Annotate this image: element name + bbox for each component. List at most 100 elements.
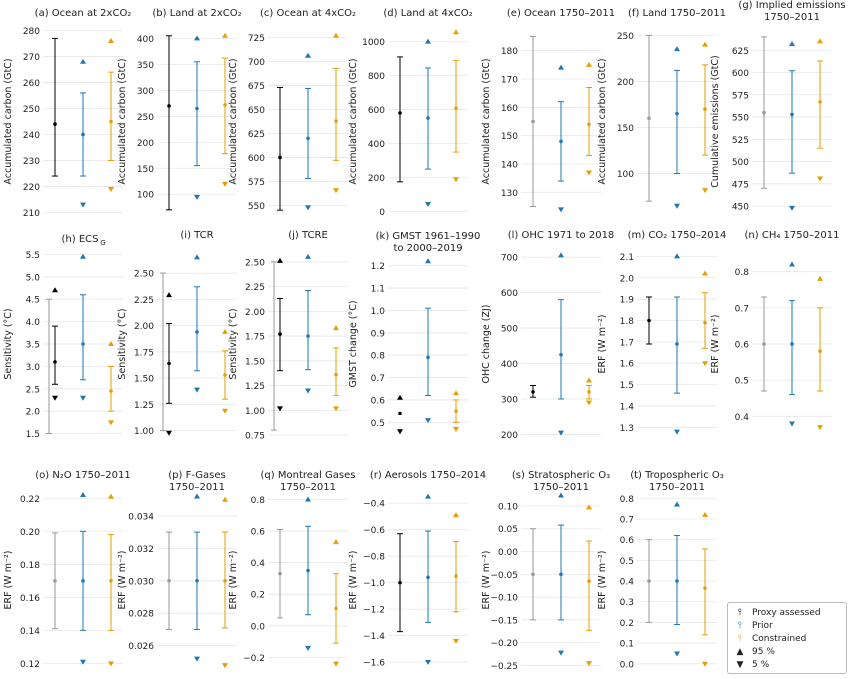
constrained-p95-marker xyxy=(108,37,114,43)
tick-label: 1.25 xyxy=(134,401,154,411)
proxy-assessed-mean-point xyxy=(167,361,171,366)
panel-13: (n) CH₄ 1750–2011 0.4 0.5 0.6 0.7 0.8 ERF (W m… xyxy=(710,230,839,431)
tick-label: 575 xyxy=(732,91,749,101)
tick-label: 1.8 xyxy=(620,317,635,327)
panel-title: (m) CO₂ 1750–2014 xyxy=(628,230,727,241)
tick-label: 550 xyxy=(732,114,749,124)
y-axis-label: Sensitivity (°C) xyxy=(117,308,128,379)
y-axis-label: ERF (W m⁻²) xyxy=(481,551,492,610)
constrained-errorbar-icon: ⫯ xyxy=(738,634,742,644)
constrained-mean-point xyxy=(818,100,822,104)
tick-label: 1.0 xyxy=(371,307,386,317)
tick-label: 200 xyxy=(617,78,634,88)
prior-p95-marker xyxy=(425,258,431,264)
proxy-assessed-p5-marker xyxy=(277,406,283,412)
prior-p5-marker xyxy=(789,421,795,427)
tick-label: 1.5 xyxy=(26,430,40,440)
tick-label: 0.7 xyxy=(620,515,634,525)
prior-p5-marker xyxy=(558,650,564,656)
panel-title: (h) ECS xyxy=(62,234,99,245)
constrained-p5-marker xyxy=(333,188,339,194)
tick-label: 0.030 xyxy=(128,577,154,587)
tick-label: 0.4 xyxy=(620,578,635,588)
prior-p95-marker xyxy=(674,501,680,507)
tick-label: 300 xyxy=(501,395,518,405)
panel-title: (q) Montreal Gases xyxy=(261,470,356,481)
tick-label: 400 xyxy=(501,360,518,370)
y-axis-label: ERF (W m⁻²) xyxy=(348,551,359,610)
tick-label: 0.8 xyxy=(251,496,266,506)
tick-label: −1.2 xyxy=(363,606,385,616)
tick-label: 0.16 xyxy=(20,594,40,604)
constrained-p5-marker xyxy=(586,400,592,406)
tick-label: 0.00 xyxy=(498,548,518,558)
prior-mean-point xyxy=(675,111,679,116)
tick-label: 600 xyxy=(248,154,265,164)
tick-label: 140 xyxy=(501,161,518,171)
panel-title: (o) N₂O 1750–2011 xyxy=(35,470,131,481)
panel-title: (b) Land at 2xCO₂ xyxy=(152,8,241,19)
constrained-mean-point xyxy=(587,390,591,394)
constrained-mean-point xyxy=(703,320,707,325)
panel-title: 1750–2011 xyxy=(649,482,705,493)
y-axis-label: GMST change (°C) xyxy=(348,300,359,387)
tick-label: 0.2 xyxy=(620,619,634,629)
tick-label: 0.75 xyxy=(245,432,265,442)
constrained-p95-marker xyxy=(586,504,592,510)
tick-label: 600 xyxy=(501,289,518,299)
tick-label: 2.0 xyxy=(26,408,41,418)
constrained-p5-marker xyxy=(702,661,708,667)
panel-title: 1750–2011 xyxy=(533,482,589,493)
tick-label: 2.5 xyxy=(26,385,40,395)
prior-mean-point xyxy=(675,342,679,346)
legend: ⫯ Proxy assessed ⫯ Prior ⫯ Constrained ▲ 95 … xyxy=(727,602,847,674)
tick-label: 675 xyxy=(248,82,265,92)
constrained-p5-marker xyxy=(453,177,459,183)
prior-p95-marker xyxy=(558,64,564,70)
constrained-p95-marker xyxy=(453,512,459,518)
tick-label: 280 xyxy=(23,27,40,37)
prior-p5-marker xyxy=(80,202,86,208)
prior-p5-marker xyxy=(194,387,200,393)
tick-label: 2.00 xyxy=(245,308,265,318)
prior-p95-marker xyxy=(305,253,311,259)
tick-label: 3.5 xyxy=(26,341,40,351)
tick-label: 230 xyxy=(23,157,40,167)
prior-mean-point xyxy=(81,132,85,137)
constrained-p5-marker xyxy=(586,661,592,667)
prior-mean-point xyxy=(790,342,794,346)
tick-label: 575 xyxy=(248,178,265,188)
tick-label: 0.7 xyxy=(735,304,749,314)
constrained-mean-point xyxy=(109,389,113,393)
panel-12: (m) CO₂ 1750–2014 1.3 1.4 1.5 1.6 1.7 1.8 1.9 2.… xyxy=(597,230,726,435)
tick-label: 0.05 xyxy=(498,525,518,535)
tick-label: 270 xyxy=(23,53,40,63)
tick-label: −0.20 xyxy=(490,639,518,649)
proxy-assessed-mean-point xyxy=(762,342,766,346)
prior-p5-marker xyxy=(674,203,680,209)
prior-p5-marker xyxy=(80,395,86,401)
tick-label: 100 xyxy=(617,170,634,180)
constrained-p95-marker xyxy=(817,275,823,281)
y-axis-label: Accumulated carbon (GtC) xyxy=(597,58,608,184)
constrained-p95-marker xyxy=(108,341,114,346)
panel-title: 1750–2011 xyxy=(169,482,225,493)
y-axis-label: ERF (W m⁻²) xyxy=(3,551,14,610)
tick-label: 1.50 xyxy=(245,357,265,367)
constrained-p95-marker xyxy=(586,61,592,67)
proxy-assessed-mean-point xyxy=(398,411,402,416)
tick-label: 350 xyxy=(137,61,154,71)
constrained-p5-marker xyxy=(222,663,228,669)
tick-label: 0.3 xyxy=(620,598,634,608)
panel-8: (i) TCR 1.00 1.25 1.50 1.75 2.00 2.25 2.50 Sensi… xyxy=(117,230,237,437)
tick-label: 1.25 xyxy=(245,382,265,392)
proxy-assessed-mean-point xyxy=(531,572,535,577)
tick-label: 400 xyxy=(137,35,154,45)
constrained-p95-marker xyxy=(333,32,339,38)
tick-label: 4.5 xyxy=(26,296,40,306)
proxy-assessed-mean-point xyxy=(53,579,57,583)
tick-label: 2.50 xyxy=(245,258,265,268)
